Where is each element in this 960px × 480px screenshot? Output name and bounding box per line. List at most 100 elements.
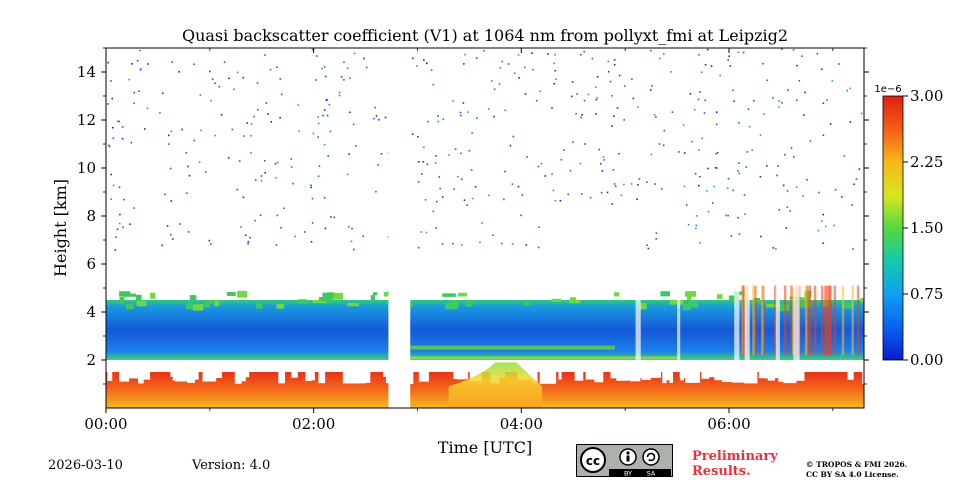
noise-pixel bbox=[471, 132, 473, 134]
noise-pixel bbox=[264, 160, 266, 162]
noise-pixel bbox=[186, 192, 188, 194]
noise-pixel bbox=[118, 222, 121, 225]
noise-pixel bbox=[537, 165, 540, 168]
layer-top-cell bbox=[383, 292, 389, 297]
noise-pixel bbox=[170, 130, 173, 133]
noise-pixel bbox=[435, 227, 437, 229]
noise-pixel bbox=[441, 196, 444, 198]
layer-top-cell bbox=[125, 304, 134, 310]
noise-pixel bbox=[579, 162, 582, 165]
noise-pixel bbox=[470, 169, 473, 171]
noise-pixel bbox=[554, 200, 557, 202]
noise-pixel bbox=[325, 99, 328, 101]
noise-pixel bbox=[595, 86, 597, 88]
noise-pixel bbox=[276, 214, 279, 217]
noise-pixel bbox=[727, 177, 730, 180]
noise-pixel bbox=[355, 145, 357, 147]
noise-pixel bbox=[205, 171, 207, 173]
noise-pixel bbox=[632, 97, 635, 100]
noise-pixel bbox=[829, 123, 832, 125]
noise-pixel bbox=[654, 183, 656, 185]
cloud-column bbox=[791, 285, 795, 356]
noise-pixel bbox=[349, 111, 351, 114]
noise-pixel bbox=[726, 187, 729, 190]
noise-pixel bbox=[838, 63, 840, 65]
noise-pixel bbox=[778, 100, 780, 102]
noise-pixel bbox=[509, 144, 512, 147]
noise-pixel bbox=[123, 198, 125, 201]
noise-pixel bbox=[843, 155, 846, 157]
layer-top-cell bbox=[329, 292, 343, 300]
noise-pixel bbox=[138, 90, 140, 92]
noise-pixel bbox=[822, 102, 825, 105]
noise-pixel bbox=[732, 189, 734, 192]
noise-pixel bbox=[555, 78, 557, 81]
noise-pixel bbox=[583, 50, 585, 53]
colorbar-ticks: 0.00 0.75 1.50 2.25 3.00 bbox=[903, 87, 943, 369]
noise-pixel bbox=[169, 167, 172, 170]
noise-pixel bbox=[742, 51, 745, 54]
noise-pixel bbox=[493, 115, 495, 118]
noise-pixel bbox=[538, 226, 540, 228]
noise-pixel bbox=[438, 176, 440, 178]
chart-title: Quasi backscatter coefficient (V1) at 10… bbox=[182, 26, 788, 45]
date-label: 2026-03-10 bbox=[48, 458, 123, 473]
noise-pixel bbox=[463, 199, 466, 201]
noise-pixel bbox=[560, 158, 563, 161]
noise-pixel bbox=[710, 65, 713, 67]
noise-pixel bbox=[468, 149, 471, 152]
noise-pixel bbox=[269, 68, 272, 71]
layer-top-cell bbox=[842, 302, 853, 309]
noise-pixel bbox=[474, 186, 477, 188]
cloud-column bbox=[824, 285, 827, 356]
noise-pixel bbox=[168, 134, 170, 137]
noise-pixel bbox=[697, 98, 700, 101]
noise-pixel bbox=[746, 151, 749, 153]
noise-pixel bbox=[851, 204, 853, 206]
noise-pixel bbox=[487, 108, 490, 110]
noise-pixel bbox=[423, 146, 425, 149]
noise-pixel bbox=[826, 99, 828, 101]
noise-pixel bbox=[242, 76, 245, 79]
noise-pixel bbox=[719, 74, 721, 77]
noise-pixel bbox=[121, 137, 124, 140]
noise-pixel bbox=[417, 135, 419, 138]
noise-pixel bbox=[326, 98, 329, 101]
noise-pixel bbox=[753, 99, 755, 102]
layer-top-cell bbox=[237, 290, 248, 298]
noise-pixel bbox=[327, 155, 329, 157]
noise-pixel bbox=[321, 67, 323, 70]
heatmap-cells bbox=[106, 48, 864, 408]
cloud-column bbox=[813, 285, 817, 356]
noise-pixel bbox=[432, 83, 434, 86]
layer-top-cell bbox=[119, 297, 125, 304]
noise-pixel bbox=[526, 156, 528, 158]
y-tick-label: 6 bbox=[86, 255, 96, 273]
noise-pixel bbox=[333, 216, 336, 219]
noise-pixel bbox=[524, 93, 527, 95]
clear-column bbox=[734, 276, 740, 360]
noise-pixel bbox=[159, 112, 161, 114]
noise-pixel bbox=[613, 59, 616, 61]
boundary-layer-gap bbox=[418, 372, 429, 382]
noise-pixel bbox=[353, 52, 356, 55]
noise-pixel bbox=[759, 175, 762, 178]
noise-pixel bbox=[559, 200, 562, 202]
noise-pixel bbox=[457, 175, 459, 178]
colorbar-gradient bbox=[882, 95, 904, 361]
cloud-column bbox=[826, 285, 829, 356]
noise-pixel bbox=[631, 78, 633, 81]
boundary-layer-gap bbox=[175, 372, 191, 382]
cloud-column bbox=[774, 285, 777, 356]
noise-pixel bbox=[698, 149, 700, 151]
noise-pixel bbox=[439, 187, 441, 190]
noise-pixel bbox=[653, 114, 656, 116]
cc-by-label: BY bbox=[624, 470, 632, 477]
x-tick-label: 00:00 bbox=[84, 415, 127, 433]
layer-top-cell bbox=[716, 294, 723, 299]
noise-pixel bbox=[820, 220, 823, 222]
noise-pixel bbox=[338, 94, 341, 97]
noise-pixel bbox=[346, 67, 349, 70]
noise-pixel bbox=[476, 117, 478, 119]
